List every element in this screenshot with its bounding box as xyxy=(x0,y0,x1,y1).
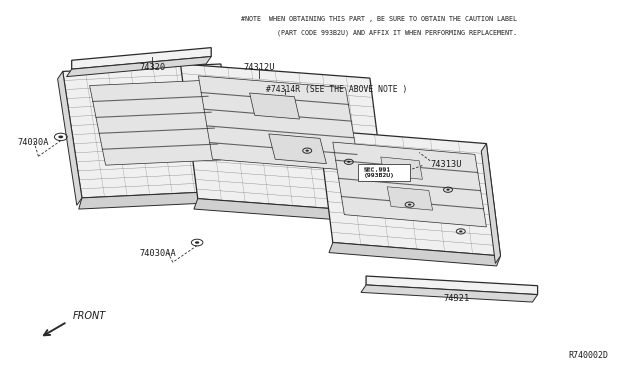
Polygon shape xyxy=(79,190,240,209)
Text: #74314R (SEE THE ABOVE NOTE ): #74314R (SEE THE ABOVE NOTE ) xyxy=(266,85,407,94)
Text: 74320: 74320 xyxy=(140,63,166,72)
Text: SEC.991
(993B2U): SEC.991 (993B2U) xyxy=(364,167,394,178)
Polygon shape xyxy=(67,57,211,77)
Text: 74313U: 74313U xyxy=(430,160,461,169)
Circle shape xyxy=(58,135,63,138)
Polygon shape xyxy=(194,199,387,223)
Polygon shape xyxy=(481,144,500,263)
Text: 74030AA: 74030AA xyxy=(140,249,176,258)
Circle shape xyxy=(305,150,309,152)
Polygon shape xyxy=(58,71,82,205)
Polygon shape xyxy=(198,76,360,171)
Circle shape xyxy=(408,203,412,206)
Polygon shape xyxy=(269,134,326,164)
Circle shape xyxy=(459,230,463,232)
Polygon shape xyxy=(63,64,240,198)
Text: SEC.991
(993B2U): SEC.991 (993B2U) xyxy=(364,167,394,179)
Text: R740002D: R740002D xyxy=(569,351,609,360)
Polygon shape xyxy=(366,276,538,295)
Text: (PART CODE 993B2U) AND AFFIX IT WHEN PERFORMING REPLACEMENT.: (PART CODE 993B2U) AND AFFIX IT WHEN PER… xyxy=(277,30,517,36)
Circle shape xyxy=(347,161,351,163)
Polygon shape xyxy=(361,285,538,302)
Text: 74321: 74321 xyxy=(444,294,470,303)
Polygon shape xyxy=(329,243,500,266)
Polygon shape xyxy=(250,93,300,119)
Polygon shape xyxy=(333,142,486,227)
Polygon shape xyxy=(387,187,433,210)
Polygon shape xyxy=(319,130,500,256)
FancyBboxPatch shape xyxy=(358,164,410,181)
Polygon shape xyxy=(381,157,422,179)
Polygon shape xyxy=(90,80,221,165)
Circle shape xyxy=(195,241,199,244)
Text: #NOTE  WHEN OBTAINING THIS PART , BE SURE TO OBTAIN THE CAUTION LABEL: #NOTE WHEN OBTAINING THIS PART , BE SURE… xyxy=(241,16,517,22)
Text: 74030A: 74030A xyxy=(18,138,49,147)
Circle shape xyxy=(392,173,396,175)
Text: FRONT: FRONT xyxy=(72,311,106,321)
Circle shape xyxy=(446,189,450,191)
Text: 74312U: 74312U xyxy=(243,63,275,72)
Polygon shape xyxy=(72,48,211,69)
Polygon shape xyxy=(180,64,387,213)
